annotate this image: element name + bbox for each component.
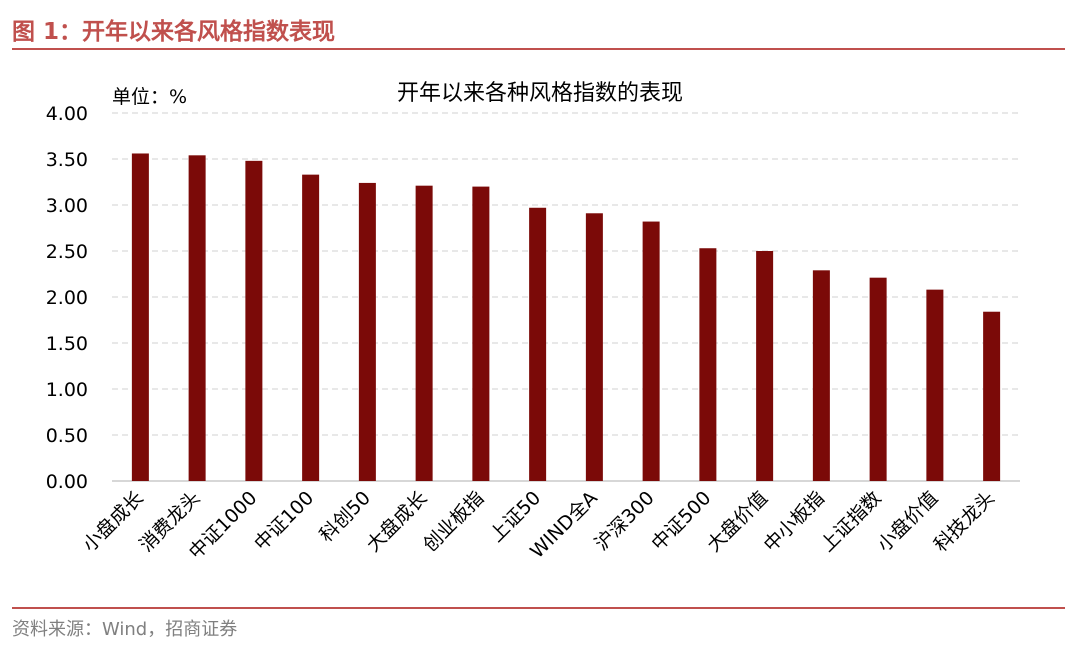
bar-6 [472, 186, 490, 481]
x-tick-label: 大盘价值 [703, 487, 772, 556]
y-tick-label: 0.00 [46, 471, 88, 493]
bars [131, 153, 1001, 482]
bar-0 [131, 153, 149, 482]
bar-7 [529, 207, 547, 481]
x-tick-label: 创业板指 [419, 487, 488, 556]
header-divider [12, 48, 1065, 50]
x-tick-label: 中证500 [647, 487, 715, 555]
bar-11 [756, 251, 774, 481]
bar-1 [188, 155, 206, 481]
x-axis-ticks: 小盘成长消费龙头中证1000中证100科创50大盘成长创业板指上证50WIND全… [79, 487, 1000, 564]
x-tick-label: 中小板指 [760, 487, 829, 556]
grid-lines [112, 112, 1020, 482]
x-tick-label: 沪深300 [591, 487, 659, 555]
y-tick-label: 3.00 [46, 195, 88, 217]
x-tick-label: 小盘价值 [873, 487, 942, 556]
x-tick-label: 大盘成长 [362, 487, 431, 556]
x-tick-label: 科技龙头 [930, 487, 999, 556]
y-tick-label: 1.00 [46, 379, 88, 401]
source-note: 资料来源：Wind，招商证券 [12, 619, 238, 640]
y-tick-label: 2.00 [46, 287, 88, 309]
x-tick-label: 上证指数 [816, 487, 885, 556]
y-axis-ticks: 0.00 0.50 1.00 1.50 2.00 2.50 3.00 3.50 4.00 [46, 103, 88, 493]
unit-label: 单位：% [112, 86, 187, 108]
x-tick-label: 小盘成长 [79, 487, 148, 556]
figure-header: 图 1：开年以来各风格指数表现 [12, 19, 336, 45]
x-tick-label: 中证100 [250, 487, 318, 555]
bar-15 [983, 311, 1001, 481]
bar-8 [585, 213, 603, 481]
bar-5 [415, 185, 433, 481]
footer-divider [12, 607, 1065, 609]
bar-12 [812, 270, 830, 481]
y-tick-label: 4.00 [46, 103, 88, 125]
bar-10 [699, 248, 717, 481]
bar-14 [926, 289, 944, 481]
bar-13 [869, 277, 887, 481]
y-tick-label: 3.50 [46, 149, 88, 171]
y-tick-label: 0.50 [46, 425, 88, 447]
y-tick-label: 2.50 [46, 241, 88, 263]
y-tick-label: 1.50 [46, 333, 88, 355]
bar-9 [642, 221, 660, 481]
bar-chart: 开年以来各种风格指数的表现 单位：% 0.00 0.50 1.00 1.50 2.00 2… [46, 81, 1020, 564]
bar-2 [245, 160, 263, 481]
bar-4 [358, 182, 376, 482]
bar-3 [302, 174, 320, 481]
chart-title: 开年以来各种风格指数的表现 [397, 81, 683, 106]
